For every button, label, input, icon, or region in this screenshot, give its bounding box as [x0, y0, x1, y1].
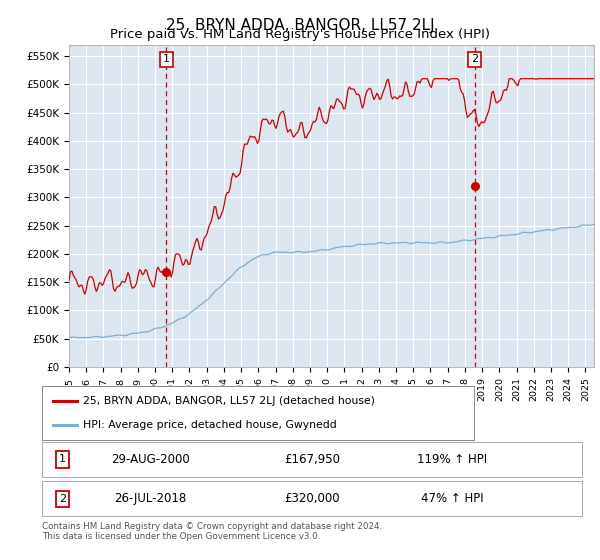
Text: HPI: Average price, detached house, Gwynedd: HPI: Average price, detached house, Gwyn…: [83, 420, 337, 430]
Text: Contains HM Land Registry data © Crown copyright and database right 2024.
This d: Contains HM Land Registry data © Crown c…: [42, 522, 382, 542]
Text: 26-JUL-2018: 26-JUL-2018: [114, 492, 186, 505]
Text: 47% ↑ HPI: 47% ↑ HPI: [421, 492, 484, 505]
Text: Price paid vs. HM Land Registry's House Price Index (HPI): Price paid vs. HM Land Registry's House …: [110, 28, 490, 41]
Text: 25, BRYN ADDA, BANGOR, LL57 2LJ: 25, BRYN ADDA, BANGOR, LL57 2LJ: [166, 18, 434, 33]
Text: 29-AUG-2000: 29-AUG-2000: [110, 453, 190, 466]
Text: 2: 2: [471, 54, 478, 64]
Text: 1: 1: [163, 54, 170, 64]
Text: 25, BRYN ADDA, BANGOR, LL57 2LJ (detached house): 25, BRYN ADDA, BANGOR, LL57 2LJ (detache…: [83, 396, 375, 406]
Text: £320,000: £320,000: [284, 492, 340, 505]
Text: 1: 1: [59, 455, 66, 464]
Text: £167,950: £167,950: [284, 453, 340, 466]
Text: 119% ↑ HPI: 119% ↑ HPI: [418, 453, 487, 466]
Text: 2: 2: [59, 494, 66, 503]
